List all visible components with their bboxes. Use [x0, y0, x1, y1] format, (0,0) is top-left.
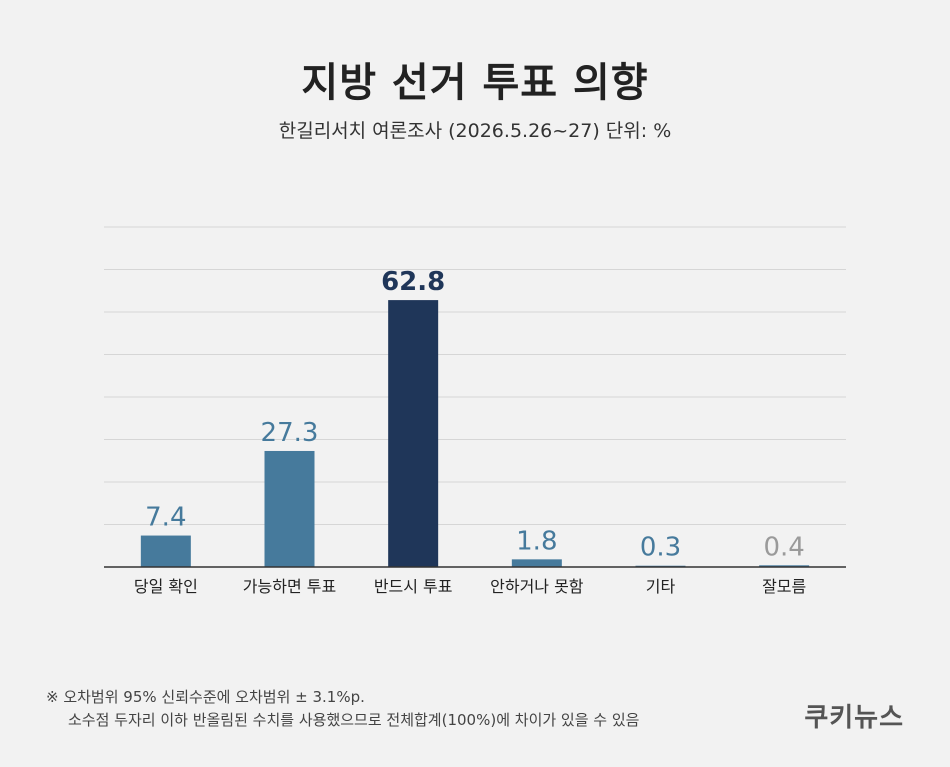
- data-label: 0.3: [640, 533, 681, 563]
- publisher-logo: 쿠키뉴스: [804, 703, 904, 733]
- category-label: 반드시 투표: [374, 577, 453, 596]
- category-label: 가능하면 투표: [243, 577, 336, 596]
- footnote-line-1: ※ 오차범위 95% 신뢰수준에 오차범위 ± 3.1%p.: [46, 688, 365, 706]
- data-label: 1.8: [516, 526, 557, 556]
- category-label: 당일 확인: [134, 577, 198, 596]
- data-label: 7.4: [145, 503, 186, 533]
- category-label: 기타: [646, 577, 676, 596]
- category-label: 잘모름: [762, 577, 806, 596]
- data-label: 27.3: [261, 418, 319, 448]
- data-label: 62.8: [381, 267, 445, 297]
- bar: [388, 300, 439, 567]
- category-label: 안하거나 못함: [490, 577, 584, 596]
- footnote: ※ 오차범위 95% 신뢰수준에 오차범위 ± 3.1%p. 소수점 두자리 이…: [46, 686, 639, 732]
- footnote-line-2: 소수점 두자리 이하 반올림된 수치를 사용했으므로 전체합계(100%)에 차…: [68, 711, 640, 729]
- bar: [511, 559, 562, 567]
- data-label: 0.4: [763, 532, 804, 562]
- chart-title: 지방 선거 투표 의향: [301, 60, 649, 106]
- bar: [264, 450, 315, 567]
- bar: [759, 565, 810, 567]
- bar: [140, 535, 191, 567]
- chart-subtitle: 한길리서치 여론조사 (2026.5.26~27) 단위: %: [278, 120, 672, 142]
